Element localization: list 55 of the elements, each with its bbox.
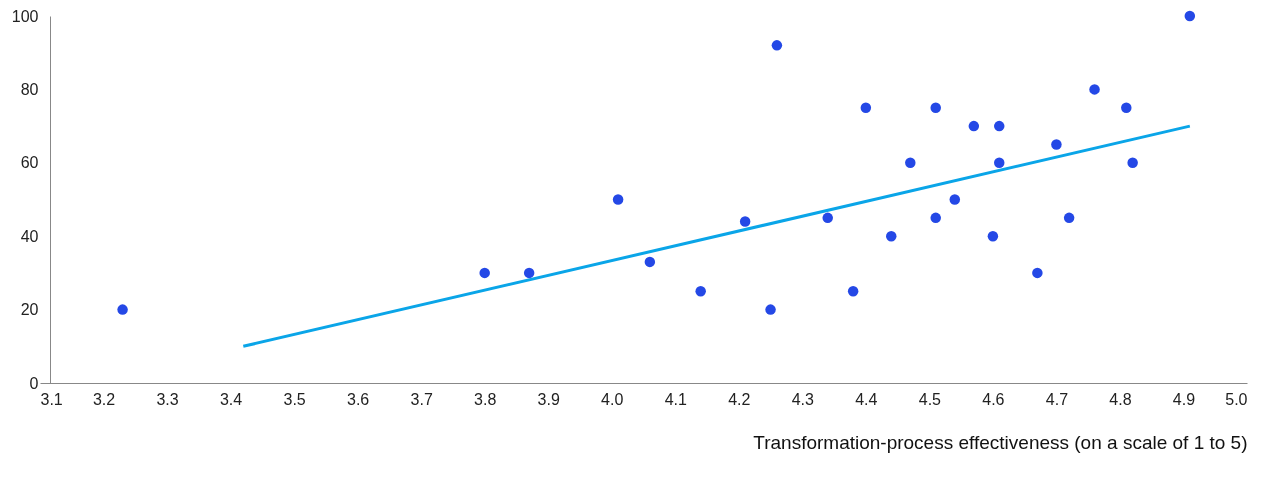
point	[765, 304, 776, 315]
x-tick-label: 4.3	[791, 390, 815, 408]
x-tick-label: 4.1	[664, 390, 687, 408]
x-tick-label: 4.6	[982, 390, 1005, 408]
point	[994, 120, 1005, 132]
point	[479, 267, 490, 279]
point	[771, 40, 783, 51]
point	[994, 157, 1005, 169]
point	[695, 286, 706, 297]
point	[987, 230, 999, 242]
y-tick-label: 40	[20, 227, 39, 245]
point	[523, 267, 535, 279]
x-tick-label: 4.8	[1109, 390, 1132, 408]
y-tick-label: 60	[20, 154, 39, 172]
x-tick-label: 5.0	[1225, 390, 1248, 408]
x-tick-label: 4.5	[918, 390, 942, 408]
point	[886, 230, 897, 242]
x-tick-label: 3.6	[347, 390, 370, 408]
point	[117, 304, 128, 315]
y-tick-label: 0	[29, 374, 39, 392]
x-tick-label: 4.7	[1045, 390, 1069, 408]
point	[1032, 267, 1043, 279]
point	[1063, 212, 1075, 224]
point	[822, 212, 833, 224]
x-tick-label: 3.1	[40, 390, 63, 408]
point	[860, 102, 872, 113]
x-tick-label: 4.0	[601, 390, 624, 408]
point	[968, 120, 980, 132]
y-tick-label: 80	[20, 80, 39, 98]
point	[930, 212, 941, 224]
x-tick-label: 4.9	[1172, 390, 1196, 408]
x-tick-label: 3.5	[283, 390, 306, 408]
x-axis-title: Transformation-process effectiveness (on a scale of 1 to 5)	[753, 431, 1248, 453]
point	[612, 194, 624, 205]
point	[1089, 84, 1100, 95]
point	[905, 157, 916, 169]
x-tick-label: 3.7	[410, 390, 433, 408]
point	[1184, 10, 1196, 22]
point	[930, 102, 941, 113]
point	[949, 194, 961, 205]
point	[847, 286, 859, 297]
x-tick-label: 3.9	[537, 390, 560, 408]
point	[1051, 139, 1062, 150]
y-tick-label: 20	[20, 301, 39, 319]
point	[739, 216, 751, 227]
x-tick-label: 3.3	[156, 390, 179, 408]
point	[644, 256, 656, 268]
x-tick-label: 4.2	[728, 390, 751, 408]
x-tick-label: 3.4	[219, 390, 243, 408]
point	[1127, 157, 1138, 169]
y-tick-label: 100	[11, 7, 39, 25]
x-tick-label: 3.2	[92, 390, 116, 408]
point	[1121, 102, 1132, 113]
x-tick-label: 4.4	[855, 390, 878, 408]
x-tick-label: 3.8	[474, 390, 497, 408]
